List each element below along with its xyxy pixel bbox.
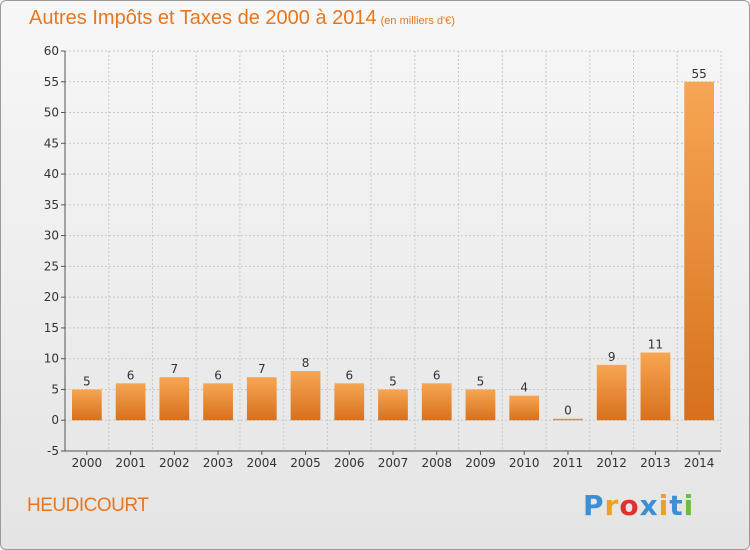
- bar-labels: 5 6 7 6 7 8 6 5 6 5 4 0 9 11 55: [83, 67, 707, 418]
- bar: [246, 377, 277, 421]
- logo-letter: x: [639, 489, 659, 522]
- logo-letter: o: [619, 489, 640, 522]
- bar-value-label: 8: [302, 356, 310, 370]
- y-tick-label: 15: [44, 321, 59, 335]
- logo-letter: P: [583, 489, 605, 522]
- chart-title: Autres Impôts et Taxes de 2000 à 2014 (en…: [29, 7, 455, 30]
- bar: [596, 364, 627, 421]
- bar: [509, 395, 540, 421]
- bar-value-label: 6: [127, 368, 135, 382]
- bar: [421, 383, 452, 421]
- x-tick-label: 2003: [203, 456, 234, 470]
- y-tick-label: -5: [47, 444, 59, 458]
- logo-letter: t: [669, 489, 684, 522]
- bar-value-label: 9: [608, 350, 616, 364]
- bar-value-label: 7: [258, 362, 266, 376]
- y-tick-label: 30: [44, 229, 59, 243]
- bar: [378, 389, 408, 421]
- y-tick-label: 20: [44, 290, 59, 304]
- chart-subtitle: (en milliers d'€): [380, 15, 455, 27]
- bar: [203, 383, 233, 421]
- bar-value-label: 6: [433, 368, 441, 382]
- bar: [290, 371, 321, 421]
- bar: [71, 389, 102, 421]
- logo-letter: i: [658, 489, 670, 522]
- bar-value-label: 6: [345, 368, 353, 382]
- bar: [640, 352, 671, 421]
- x-tick-label: 2007: [378, 456, 409, 470]
- x-tick-label: 2000: [72, 456, 103, 470]
- bar: [334, 383, 365, 421]
- y-tick-label: 55: [44, 75, 59, 89]
- bar: [553, 418, 583, 421]
- logo-letter: r: [604, 489, 620, 522]
- y-tick-label: 0: [51, 413, 59, 427]
- y-tick-label: 35: [44, 198, 59, 212]
- x-tick-label: 2010: [509, 456, 540, 470]
- x-tick-label: 2013: [640, 456, 671, 470]
- location-label: HEUDICOURT: [27, 495, 149, 516]
- x-tick-label: 2014: [684, 456, 715, 470]
- logo-letter: i: [683, 489, 695, 522]
- bar-value-label: 7: [171, 362, 179, 376]
- x-tick-label: 2001: [115, 456, 146, 470]
- bar-value-label: 5: [477, 374, 485, 388]
- x-tick-label: 2011: [553, 456, 584, 470]
- bar-value-label: 0: [564, 404, 572, 418]
- y-tick-label: 25: [44, 259, 59, 273]
- bar: [684, 81, 715, 421]
- chart-title-text: Autres Impôts et Taxes de 2000 à 2014: [29, 7, 377, 29]
- y-tick-label: 10: [44, 352, 59, 366]
- x-tick-label: 2008: [421, 456, 452, 470]
- bar: [115, 383, 146, 421]
- bar-value-label: 4: [520, 381, 528, 395]
- y-tick-label: 60: [44, 44, 59, 58]
- bar-value-label: 5: [389, 374, 397, 388]
- y-tick-label: 45: [44, 136, 59, 150]
- x-tick-label: 2005: [290, 456, 321, 470]
- x-tick-label: 2006: [334, 456, 365, 470]
- x-tick-label: 2012: [596, 456, 627, 470]
- bar-value-label: 6: [214, 368, 222, 382]
- bar-value-label: 55: [691, 67, 706, 81]
- bar-value-label: 5: [83, 374, 91, 388]
- y-tick-label: 5: [51, 382, 59, 396]
- y-tick-label: 50: [44, 106, 59, 120]
- proxiti-logo: Proxiti: [583, 489, 694, 522]
- x-tick-label: 2004: [247, 456, 278, 470]
- bars: [71, 81, 715, 421]
- y-tick-label: 40: [44, 167, 59, 181]
- bar: [159, 377, 190, 421]
- x-tick-label: 2002: [159, 456, 190, 470]
- x-tick-label: 2009: [465, 456, 496, 470]
- bar-value-label: 11: [648, 338, 663, 352]
- bar: [465, 389, 496, 421]
